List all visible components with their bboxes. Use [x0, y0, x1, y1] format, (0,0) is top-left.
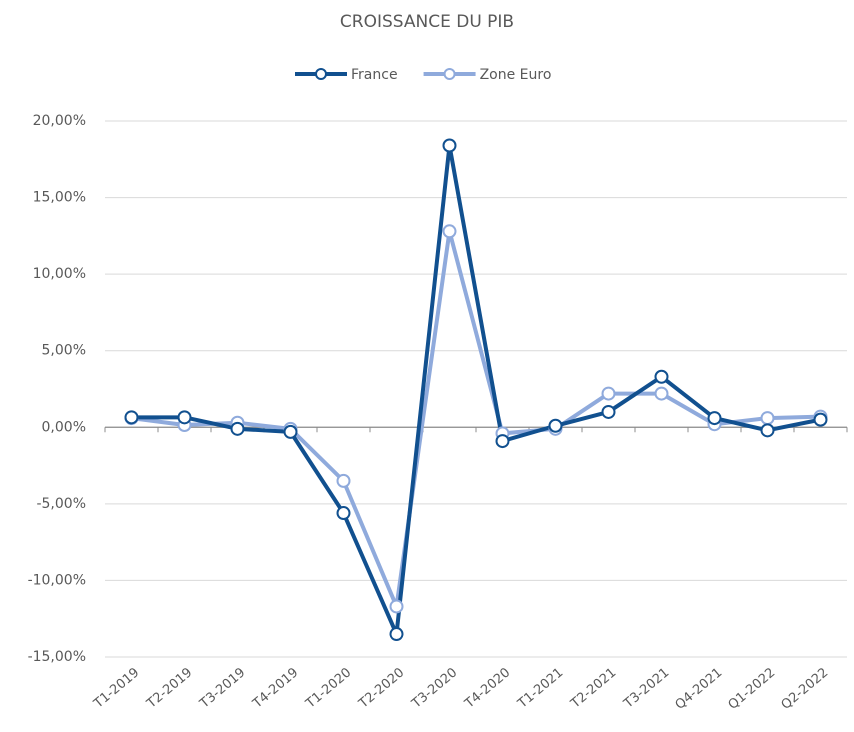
- x-tick-label: Q4-2021: [673, 665, 726, 713]
- x-tick-label: T1-2020: [303, 665, 355, 712]
- data-point: [389, 627, 404, 642]
- x-tick-label: Q2-2022: [779, 665, 832, 713]
- x-tick-label: T4-2020: [462, 665, 514, 712]
- data-point: [601, 404, 616, 419]
- data-point: [601, 386, 616, 401]
- legend-marker: [443, 68, 456, 80]
- y-tick-label: 10,00%: [33, 266, 86, 282]
- data-point: [442, 138, 457, 153]
- x-tick-label: T1-2021: [515, 665, 567, 712]
- x-tick-label: T1-2019: [91, 665, 143, 712]
- legend-marker: [315, 68, 327, 80]
- y-tick-label: 20,00%: [33, 113, 86, 129]
- y-tick-label: -10,00%: [28, 572, 86, 588]
- legend-label: Zone Euro: [480, 67, 552, 83]
- series-line: [131, 229, 821, 609]
- x-tick-label: T2-2021: [568, 665, 620, 712]
- x-tick-label: T3-2021: [621, 665, 673, 712]
- chart-title: CROISSANCE DU PIB: [340, 12, 514, 32]
- x-tick-label: T2-2020: [356, 665, 408, 712]
- x-tick-label: T3-2020: [409, 665, 461, 712]
- data-point: [336, 506, 351, 521]
- y-tick-label: 0,00%: [42, 419, 86, 435]
- legend-label: France: [351, 67, 398, 83]
- y-tick-label: 5,00%: [42, 343, 86, 359]
- data-point: [707, 411, 722, 426]
- data-point: [124, 410, 139, 425]
- data-point: [389, 599, 404, 614]
- data-point: [548, 418, 563, 433]
- data-point: [177, 410, 192, 425]
- x-tick-label: T3-2019: [197, 665, 249, 712]
- x-tick-label: Q1-2022: [726, 665, 779, 713]
- data-point: [230, 421, 245, 436]
- data-point: [283, 424, 298, 439]
- x-tick-label: T2-2019: [144, 665, 196, 712]
- data-point: [760, 423, 775, 438]
- series-line: [131, 143, 821, 637]
- data-point: [813, 412, 828, 427]
- data-point: [654, 386, 669, 401]
- y-tick-label: 15,00%: [33, 190, 86, 206]
- data-point: [442, 224, 457, 239]
- y-tick-label: -5,00%: [36, 496, 86, 512]
- y-tick-label: -15,00%: [28, 649, 86, 665]
- data-point: [336, 473, 351, 488]
- data-point: [654, 369, 669, 384]
- data-point: [495, 434, 510, 449]
- data-point: [760, 411, 775, 426]
- x-tick-label: T4-2019: [250, 665, 302, 712]
